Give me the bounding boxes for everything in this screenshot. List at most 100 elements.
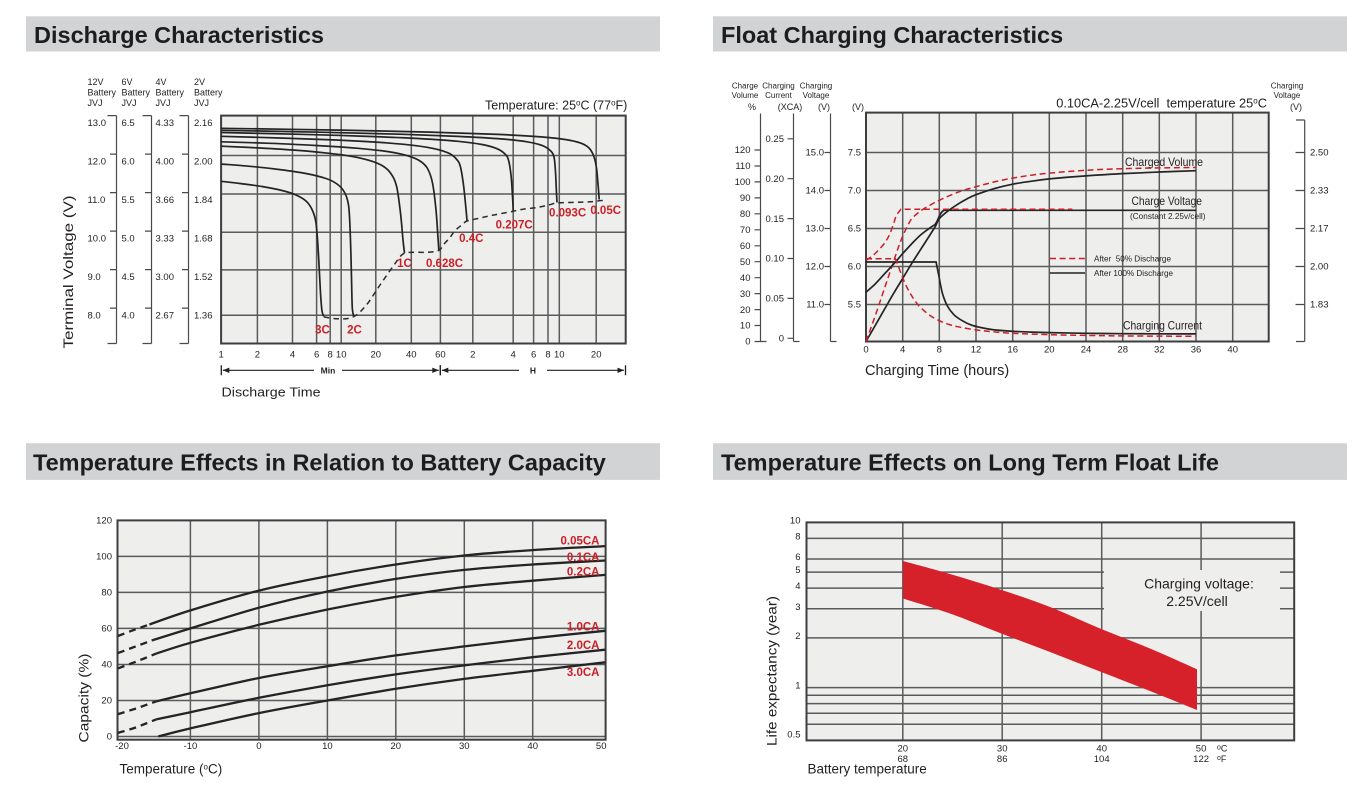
svg-text:28: 28	[1117, 345, 1128, 356]
svg-text:Charging Time (hours): Charging Time (hours)	[865, 363, 1009, 379]
svg-text:0: 0	[256, 741, 261, 752]
svg-text:110: 110	[735, 161, 750, 172]
svg-text:5.5: 5.5	[848, 300, 861, 311]
svg-text:-20: -20	[115, 741, 129, 752]
svg-text:Temperature: 25oC (77oF): Temperature: 25oC (77oF)	[485, 99, 627, 113]
svg-text:Charging: Charging	[800, 81, 832, 90]
svg-text:(Constant 2.25v/cell): (Constant 2.25v/cell)	[1130, 211, 1206, 221]
svg-text:13.0: 13.0	[88, 118, 107, 129]
svg-text:Temperature (oC): Temperature (oC)	[120, 762, 223, 777]
svg-text:16: 16	[1007, 345, 1018, 356]
svg-text:104: 104	[1094, 754, 1110, 765]
svg-text:(V): (V)	[818, 102, 830, 112]
svg-text:90: 90	[740, 193, 751, 204]
svg-text:12V: 12V	[88, 77, 104, 87]
svg-text:3.0CA: 3.0CA	[567, 667, 600, 679]
svg-text:10: 10	[790, 515, 801, 526]
svg-text:1: 1	[795, 681, 800, 692]
svg-text:1.84: 1.84	[194, 195, 213, 206]
svg-text:4: 4	[290, 350, 295, 361]
svg-text:Charging: Charging	[1271, 81, 1303, 90]
svg-text:2.0CA: 2.0CA	[567, 640, 600, 652]
svg-text:10: 10	[554, 350, 565, 361]
svg-text:0.10: 0.10	[766, 254, 785, 265]
svg-text:JVJ: JVJ	[122, 98, 137, 108]
svg-text:6.0: 6.0	[848, 262, 861, 273]
svg-text:30: 30	[997, 744, 1008, 755]
svg-text:7.5: 7.5	[848, 148, 861, 159]
svg-text:Charge Voltage: Charge Voltage	[1132, 194, 1203, 208]
svg-text:6.0: 6.0	[122, 157, 135, 168]
svg-text:JVJ: JVJ	[88, 98, 103, 108]
svg-text:0: 0	[107, 732, 112, 743]
svg-text:10: 10	[336, 350, 347, 361]
svg-text:%: %	[748, 102, 756, 112]
svg-text:68: 68	[898, 754, 909, 765]
svg-text:Battery temperature: Battery temperature	[808, 762, 927, 777]
svg-text:H: H	[530, 366, 536, 376]
svg-text:4.33: 4.33	[156, 118, 175, 129]
svg-text:JVJ: JVJ	[156, 98, 171, 108]
svg-text:0.628C: 0.628C	[426, 258, 463, 270]
svg-text:40: 40	[1096, 744, 1107, 755]
svg-text:14.0: 14.0	[806, 186, 825, 197]
svg-text:Volume: Volume	[732, 91, 759, 100]
svg-text:Temperature Effects on Long Te: Temperature Effects on Long Term Float L…	[721, 450, 1219, 476]
svg-text:Battery: Battery	[156, 88, 185, 98]
svg-text:2C: 2C	[347, 325, 362, 337]
svg-text:20: 20	[101, 696, 112, 707]
svg-text:60: 60	[740, 241, 751, 252]
svg-text:0.4C: 0.4C	[459, 233, 483, 245]
svg-text:Voltage: Voltage	[1274, 91, 1301, 100]
svg-text:0.2CA: 0.2CA	[567, 567, 600, 579]
svg-text:80: 80	[101, 588, 112, 599]
svg-text:50: 50	[596, 741, 607, 752]
svg-text:Current: Current	[765, 91, 792, 100]
svg-text:1C: 1C	[397, 258, 412, 270]
svg-text:24: 24	[1081, 345, 1092, 356]
svg-text:4.00: 4.00	[156, 157, 175, 168]
svg-text:0.05C: 0.05C	[590, 205, 621, 217]
svg-text:JVJ: JVJ	[194, 98, 209, 108]
svg-text:0: 0	[779, 334, 784, 345]
svg-text:8: 8	[795, 531, 800, 542]
svg-text:50: 50	[740, 257, 751, 268]
svg-text:1.36: 1.36	[194, 311, 213, 322]
svg-text:(XCA): (XCA)	[778, 102, 803, 112]
svg-text:20: 20	[371, 350, 382, 361]
svg-text:60: 60	[101, 624, 112, 635]
svg-text:Voltage: Voltage	[803, 91, 830, 100]
svg-text:15.0: 15.0	[806, 148, 825, 159]
svg-text:Charged Volume: Charged Volume	[1125, 155, 1203, 169]
svg-text:2.50: 2.50	[1310, 148, 1329, 159]
svg-text:10: 10	[740, 321, 751, 332]
svg-text:120: 120	[735, 145, 751, 156]
svg-text:4.0: 4.0	[122, 311, 135, 322]
svg-text:4.5: 4.5	[122, 272, 135, 283]
svg-text:2.16: 2.16	[194, 118, 213, 129]
svg-text:12: 12	[971, 345, 982, 356]
svg-text:6.5: 6.5	[848, 224, 861, 235]
svg-text:Battery: Battery	[88, 88, 117, 98]
svg-text:8: 8	[937, 345, 942, 356]
svg-text:0.1CA: 0.1CA	[567, 552, 600, 564]
svg-text:Battery: Battery	[122, 88, 151, 98]
svg-text:3.00: 3.00	[156, 272, 175, 283]
svg-text:40: 40	[406, 350, 417, 361]
svg-text:20: 20	[1044, 345, 1055, 356]
svg-text:2.00: 2.00	[194, 157, 213, 168]
svg-text:1.0CA: 1.0CA	[567, 622, 600, 634]
svg-text:20: 20	[391, 741, 402, 752]
svg-text:2.25V/cell: 2.25V/cell	[1166, 593, 1227, 609]
svg-text:0.25: 0.25	[766, 134, 785, 145]
svg-text:5.0: 5.0	[122, 234, 135, 245]
svg-text:Discharge Characteristics: Discharge Characteristics	[34, 22, 324, 48]
svg-text:1.52: 1.52	[194, 272, 213, 283]
svg-text:60: 60	[435, 350, 446, 361]
svg-text:(V): (V)	[852, 102, 864, 112]
svg-text:100: 100	[96, 552, 112, 563]
svg-text:50: 50	[1196, 744, 1207, 755]
svg-text:Discharge Time: Discharge Time	[222, 385, 321, 400]
svg-text:Charging voltage:: Charging voltage:	[1144, 576, 1254, 592]
svg-text:oC: oC	[1217, 744, 1228, 754]
